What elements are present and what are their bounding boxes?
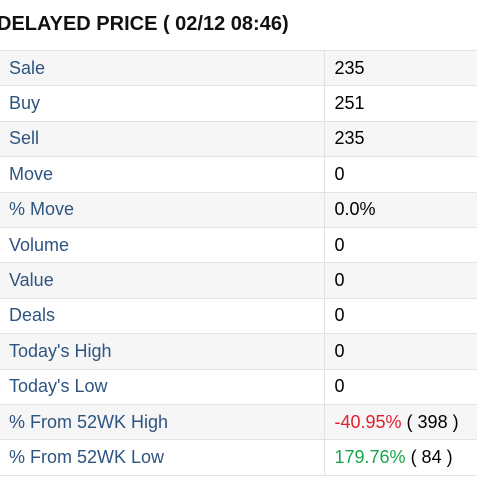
table-row: Sale 235	[0, 49, 477, 87]
row-value-sell: 235	[324, 120, 477, 158]
table-row: Today's Low 0	[0, 368, 477, 405]
row-value-value: 0	[324, 262, 477, 299]
row-value-sale: 235	[324, 49, 477, 87]
row-label-move: Move	[0, 156, 325, 193]
percent-from-low: 179.76%	[334, 446, 406, 467]
row-label-buy: Buy	[0, 85, 325, 122]
table-row: Sell 235	[0, 120, 477, 158]
row-label-value: Value	[0, 262, 325, 299]
table-row: Value 0	[0, 262, 477, 299]
row-value-deals: 0	[324, 297, 477, 335]
price-panel-title: DELAYED PRICE ( 02/12 08:46)	[0, 13, 289, 35]
row-value-buy: 251	[324, 85, 477, 122]
row-value-todays-low: 0	[324, 368, 477, 405]
table-row: Buy 251	[0, 85, 477, 122]
percent-from-high: -40.95%	[334, 411, 402, 432]
table-row: % From 52WK Low 179.76% ( 84 )	[0, 439, 477, 476]
table-row: Move 0	[0, 156, 477, 193]
row-label-sell: Sell	[0, 120, 325, 158]
row-label-sale: Sale	[0, 49, 325, 87]
52wk-high-price: ( 398 )	[401, 411, 459, 432]
row-label-percent-move: % Move	[0, 191, 325, 228]
row-value-from-52wk-high: -40.95% ( 398 )	[324, 403, 477, 441]
row-label-from-52wk-high: % From 52WK High	[0, 403, 325, 441]
table-row: Deals 0	[0, 297, 477, 335]
row-label-deals: Deals	[0, 297, 325, 335]
row-value-percent-move: 0.0%	[324, 191, 477, 228]
row-label-volume: Volume	[0, 226, 325, 264]
row-value-todays-high: 0	[324, 333, 477, 370]
table-row: Today's High 0	[0, 333, 477, 370]
row-value-from-52wk-low: 179.76% ( 84 )	[324, 439, 477, 476]
table-row: % From 52WK High -40.95% ( 398 )	[0, 403, 477, 441]
row-value-volume: 0	[324, 226, 477, 264]
row-label-todays-high: Today's High	[0, 333, 325, 370]
row-label-todays-low: Today's Low	[0, 368, 325, 405]
row-value-move: 0	[324, 156, 477, 193]
52wk-low-price: ( 84 )	[405, 446, 453, 467]
delayed-price-table: Sale 235 Buy 251 Sell 235 Move 0 % Move …	[0, 49, 477, 476]
row-label-from-52wk-low: % From 52WK Low	[0, 439, 325, 476]
table-row: % Move 0.0%	[0, 191, 477, 228]
table-row: Volume 0	[0, 226, 477, 264]
